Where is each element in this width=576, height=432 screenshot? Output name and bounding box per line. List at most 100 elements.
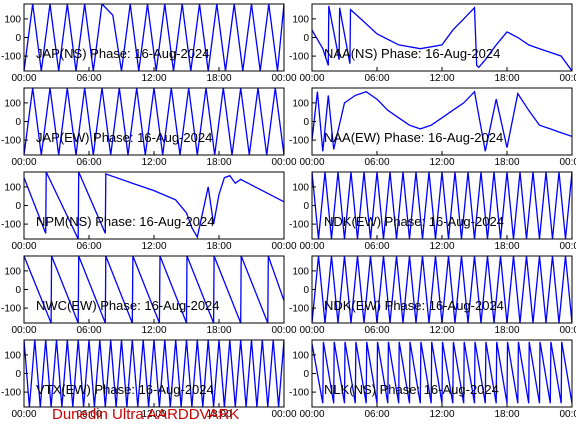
panel-title: NWC(EW) Phase: 16-Aug-2024 (36, 298, 220, 313)
x-tick-label: 18:00 (494, 241, 519, 252)
panel-title: NDK(EW) Phase: 16-Aug-2024 (324, 298, 504, 313)
x-tick-label: 12:00 (429, 409, 454, 420)
x-tick-label: 00:00 (11, 409, 36, 420)
x-tick-label: 00:00 (11, 157, 36, 168)
x-tick-label: 18:00 (494, 157, 519, 168)
x-tick-label: 00:00 (299, 325, 324, 336)
footer-label: Dunedin Ultra AARDDVARK (52, 406, 239, 423)
y-tick-label: 0 (15, 285, 21, 296)
y-tick-label: 100 (292, 350, 309, 361)
x-tick-label: 18:00 (206, 409, 231, 420)
y-tick-label: 0 (15, 369, 21, 380)
y-tick-label: 100 (292, 182, 309, 193)
x-tick-label: 00:00 (299, 409, 324, 420)
panel-title: VTX(EW) Phase: 16-Aug-2024 (36, 382, 214, 397)
y-tick-label: 100 (292, 98, 309, 109)
x-tick-label: 18:00 (206, 325, 231, 336)
panel-2: 100 0 -100 00:00 06:00 12:00 18:00 00:00 NAA(NS)… (289, 3, 576, 84)
y-tick-label: -100 (1, 388, 21, 399)
x-tick-label: 00:00 (11, 241, 36, 252)
x-tick-label: 12:00 (141, 325, 166, 336)
y-tick-label: -100 (1, 136, 21, 147)
series-line (312, 256, 572, 323)
x-tick-label: 00:00 (271, 241, 296, 252)
x-tick-label: 06:00 (76, 409, 101, 420)
x-tick-label: 00:00 (559, 157, 576, 168)
y-tick-label: 100 (4, 182, 21, 193)
panel-3: 100 0 -100 00:00 06:00 12:00 18:00 00:00 JAP(EW)… (1, 87, 297, 168)
y-tick-label: 0 (15, 33, 21, 44)
y-tick-label: 0 (15, 201, 21, 212)
y-tick-label: -100 (289, 52, 309, 63)
x-tick-label: 18:00 (494, 73, 519, 84)
y-tick-label: 100 (292, 14, 309, 25)
x-tick-label: 18:00 (494, 409, 519, 420)
x-tick-label: 00:00 (299, 73, 324, 84)
x-tick-label: 12:00 (429, 241, 454, 252)
panel-6: 100 0 -100 00:00 06:00 12:00 18:00 00:00 NDK(EW)… (289, 171, 576, 252)
y-tick-label: 0 (303, 33, 309, 44)
panel-title: NAA(EW) Phase: 16-Aug-2024 (324, 130, 503, 145)
series-line (24, 256, 284, 323)
y-tick-label: 100 (292, 266, 309, 277)
y-tick-label: 100 (4, 266, 21, 277)
y-tick-label: -100 (1, 220, 21, 231)
x-tick-label: 00:00 (271, 409, 296, 420)
panel-title: NDK(EW) Phase: 16-Aug-2024 (324, 214, 504, 229)
x-tick-label: 06:00 (364, 325, 389, 336)
y-tick-label: -100 (1, 304, 21, 315)
panel-8: 100 0 -100 00:00 06:00 12:00 18:00 00:00 NDK(EW)… (289, 255, 576, 336)
y-tick-label: 100 (4, 14, 21, 25)
x-tick-label: 00:00 (299, 157, 324, 168)
x-tick-label: 06:00 (364, 241, 389, 252)
panel-7: 100 0 -100 00:00 06:00 12:00 18:00 00:00 NWC(EW)… (1, 255, 297, 336)
y-tick-label: 0 (303, 201, 309, 212)
x-tick-label: 12:00 (141, 73, 166, 84)
x-tick-label: 06:00 (76, 241, 101, 252)
series-line (24, 172, 284, 239)
y-tick-label: 100 (4, 350, 21, 361)
x-tick-label: 12:00 (141, 157, 166, 168)
panel-4: 100 0 -100 00:00 06:00 12:00 18:00 00:00 NAA(EW)… (289, 87, 576, 168)
series-line (312, 341, 572, 404)
x-tick-label: 18:00 (494, 325, 519, 336)
x-tick-label: 00:00 (299, 241, 324, 252)
panel-5: 100 0 -100 00:00 06:00 12:00 18:00 00:00 NPM(NS)… (1, 171, 297, 252)
x-tick-label: 18:00 (206, 241, 231, 252)
x-tick-label: 00:00 (11, 73, 36, 84)
x-tick-label: 00:00 (559, 241, 576, 252)
x-tick-label: 12:00 (141, 409, 166, 420)
panel-10: 100 0 -100 00:00 06:00 12:00 18:00 00:00 NLK(NS)… (289, 339, 576, 420)
x-tick-label: 06:00 (364, 73, 389, 84)
x-tick-label: 12:00 (429, 157, 454, 168)
y-tick-label: -100 (289, 304, 309, 315)
x-tick-label: 00:00 (559, 409, 576, 420)
x-tick-label: 18:00 (206, 157, 231, 168)
y-tick-label: -100 (289, 220, 309, 231)
panel-title: NAA(NS) Phase: 16-Aug-2024 (324, 46, 500, 61)
x-tick-label: 00:00 (559, 325, 576, 336)
x-tick-label: 00:00 (271, 325, 296, 336)
y-tick-label: 0 (303, 369, 309, 380)
x-tick-label: 06:00 (364, 157, 389, 168)
x-tick-label: 06:00 (76, 325, 101, 336)
x-tick-label: 00:00 (271, 157, 296, 168)
y-tick-label: -100 (1, 52, 21, 63)
panel-title: NPM(NS) Phase: 16-Aug-2024 (36, 214, 214, 229)
x-tick-label: 06:00 (76, 157, 101, 168)
panel-9: 100 0 -100 00:00 06:00 12:00 18:00 00:00 VTX(EW)… (1, 339, 297, 420)
y-tick-label: -100 (289, 136, 309, 147)
x-tick-label: 06:00 (76, 73, 101, 84)
y-tick-label: 0 (303, 117, 309, 128)
panel-title: NLK(NS) Phase: 16-Aug-2024 (324, 382, 499, 397)
panel-title: JAP(NS) Phase: 16-Aug-2024 (36, 46, 209, 61)
series-line (312, 5, 572, 71)
panel-title: JAP(EW) Phase: 16-Aug-2024 (36, 130, 212, 145)
x-tick-label: 18:00 (206, 73, 231, 84)
x-tick-label: 06:00 (364, 409, 389, 420)
series-line (312, 90, 572, 152)
x-tick-label: 12:00 (429, 73, 454, 84)
y-tick-label: 0 (15, 117, 21, 128)
x-tick-label: 00:00 (271, 73, 296, 84)
